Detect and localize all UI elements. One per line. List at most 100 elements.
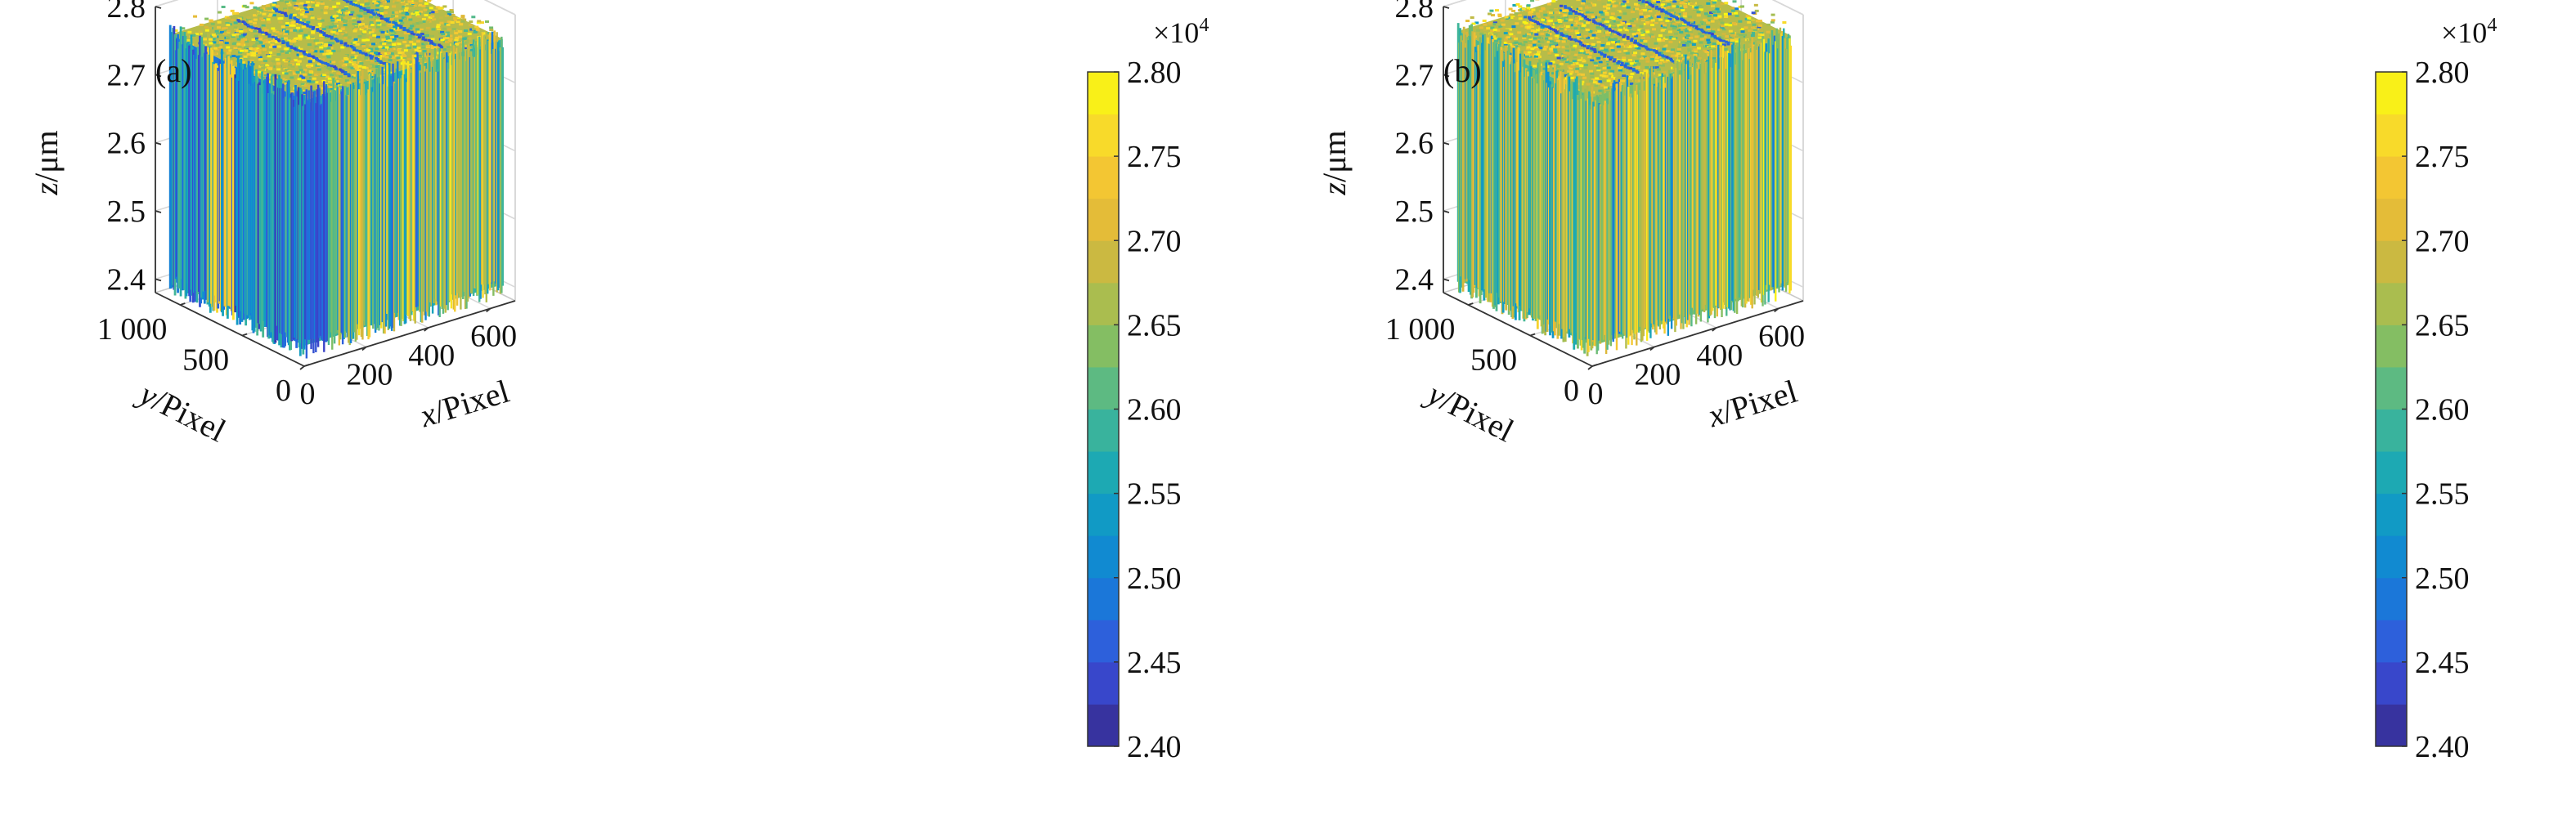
surface-top-speckle [1735,35,1739,38]
surface-top-speckle [410,29,415,32]
surface-top-speckle [195,33,200,36]
surface-top-speckle [1679,2,1684,5]
x-tick [424,327,429,332]
surface-top-speckle [334,5,339,8]
surface-top-speckle [1688,26,1693,29]
surface-top-speckle [370,71,375,74]
surface-top-speckle [1740,30,1745,34]
surface-groove [416,33,420,36]
surface-top-speckle [317,47,322,51]
surface-top-speckle [1561,46,1566,49]
surface-top-speckle [1578,18,1583,21]
surface-top-speckle [1636,24,1640,27]
surface-top-speckle [1706,38,1711,42]
surface-top-speckle [400,51,405,54]
surface-top-speckle [263,74,268,77]
surface-groove [1636,42,1640,45]
surface-top-speckle [303,36,307,39]
surface-top-speckle [272,55,276,58]
surface-groove [359,51,363,54]
surface-top-speckle [1645,60,1650,63]
z-axis-label-var: z [1316,182,1353,196]
surface-groove [371,11,375,15]
surface-top-speckle [364,66,369,69]
surface-top-speckle [1528,32,1533,35]
surface-top-speckle [261,66,266,69]
surface-top-speckle [426,18,431,21]
surface-top-speckle [1622,74,1627,78]
surface-top-speckle [1649,20,1654,24]
surface-top-speckle [1529,53,1534,56]
surface-top-speckle [1546,21,1551,25]
surface-top-speckle [306,37,311,40]
surface-groove [285,43,289,47]
surface-top-speckle [368,65,373,68]
surface-groove [361,51,366,55]
surface-groove [359,7,363,10]
colorbar-tick-label: 2.50 [2415,562,2470,596]
surface-groove [316,29,320,32]
surface-top-speckle [371,65,376,68]
surface-top-speckle [430,15,435,18]
y-tick-label: 0 [276,374,291,408]
surface-top-speckle [1710,20,1715,23]
x-axis-label-unit: /Pixel [429,373,513,430]
surface-top-speckle [1624,62,1629,65]
surface-top-speckle [291,20,296,24]
surface-top-speckle [352,59,357,62]
surface-groove [1592,20,1596,24]
surface-top-speckle [328,51,333,55]
surface-top-speckle [390,30,395,34]
surface-top-speckle [404,7,409,10]
surface-top-speckle [1667,2,1672,6]
surface-top-speckle [266,18,271,21]
surface-top-speckle [1654,21,1658,25]
surface-top-speckle [305,76,310,79]
surface-top-speckle [1588,4,1593,7]
surface-top-speckle [401,2,406,6]
surface-top-speckle [332,71,337,74]
surface-groove [1563,5,1567,8]
surface-top-speckle [427,0,432,2]
surface-top-speckle [1619,25,1624,29]
surface-top-speckle [377,23,382,26]
surface-top-speckle [1597,12,1602,16]
surface-top-speckle [456,20,460,24]
surface-top-speckle [332,25,337,28]
surface-top-speckle [1666,59,1671,62]
colorbar-segment [1088,72,1119,115]
surface-top-speckle [364,25,369,29]
surface-top-speckle [1643,39,1648,43]
surface-top-speckle [1689,42,1694,45]
colorbar-tick-label: 2.65 [1127,308,1182,342]
surface-top-speckle [324,7,329,10]
surface-top-speckle [1525,55,1530,58]
surface-top-speckle [388,44,393,47]
surface-top-speckle [398,56,403,60]
surface-top-speckle [1628,59,1633,62]
colorbar-segment [1088,156,1119,199]
surface-groove [1663,55,1667,58]
surface-top-speckle [293,37,298,40]
surface-top-speckle [1621,69,1626,73]
surface-top-speckle [1479,32,1484,35]
surface-top-speckle [1560,9,1564,12]
surface-top-speckle [1721,32,1726,35]
surface-top-speckle [215,32,220,35]
surface-groove [366,11,370,14]
surface-top-speckle [317,17,322,20]
surface-groove [1694,25,1699,29]
surface-top-speckle [460,16,465,19]
colorbar-segment [1088,493,1119,536]
surface-top-speckle [289,24,294,27]
surface-top-speckle [322,74,327,77]
surface-top-speckle [1668,35,1673,38]
surface-top-speckle [370,60,375,63]
surface-top-speckle [262,27,267,30]
surface-top-speckle [343,33,348,36]
surface-top-speckle [1686,40,1691,43]
colorbar-tick-label: 2.55 [1127,477,1182,512]
surface-top-speckle [254,29,259,32]
surface-top-speckle [1604,13,1609,16]
surface-top-speckle [421,46,426,49]
